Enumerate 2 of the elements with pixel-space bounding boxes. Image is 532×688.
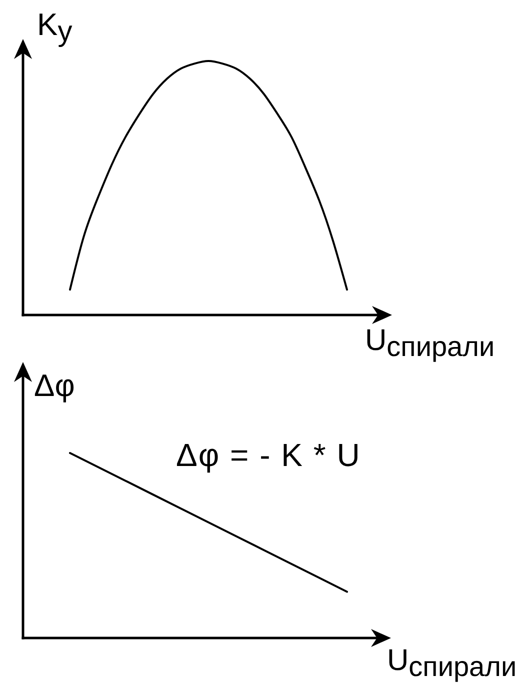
annotation: Δφ = - K * U — [176, 437, 361, 473]
y-axis-title: Δφ — [34, 368, 75, 403]
